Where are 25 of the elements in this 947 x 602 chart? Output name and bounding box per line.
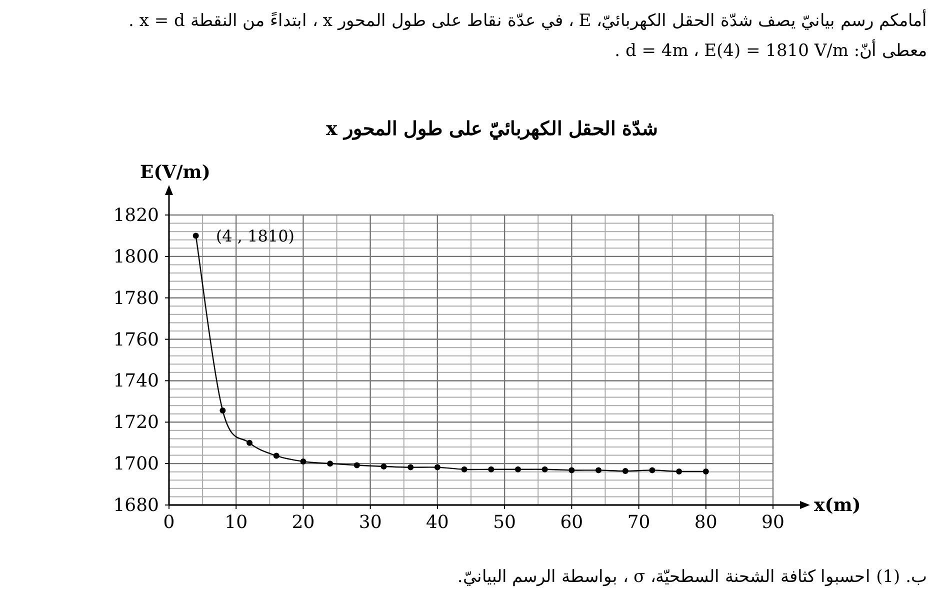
annotation: (4 , 1810)	[216, 226, 294, 246]
x-tick-label: 80	[694, 512, 718, 533]
y-tick-label: 1680	[113, 495, 159, 516]
annotation: معطى أنّ: d = 4m ، E(4) = 1810 V/m .	[614, 38, 927, 63]
x-axis-title: x(m)	[814, 495, 861, 516]
annotation: أمامكم رسم بيانيّ يصف شدّة الحقل الكهربائيّ، E ، في عدّة نقاط على طول المحور x ، ابتداءً من النقطة x = d .	[128, 8, 927, 33]
x-tick-label: 60	[560, 512, 584, 533]
y-tick-label: 1760	[113, 329, 159, 350]
y-tick-label: 1700	[113, 454, 159, 475]
y-tick-label: 1780	[113, 288, 159, 309]
x-tick-label: 10	[224, 512, 248, 533]
y-tick-label: 1740	[113, 370, 159, 392]
x-tick-label: 90	[762, 512, 784, 533]
x-tick-label: 70	[627, 512, 650, 533]
annotation: ب. (1) احسبوا كثافة الشحنة السطحيّة، σ ، بواسطة الرسم البيانيّ.	[456, 566, 927, 587]
y-tick-label: 1820	[113, 205, 159, 226]
x-tick-label: 50	[493, 512, 516, 533]
x-tick-label: 30	[358, 512, 382, 533]
x-tick-label: 20	[292, 512, 315, 533]
y-tick-label: 1800	[113, 246, 159, 268]
x-tick-label: 0	[163, 512, 175, 533]
chart-title: شدّة الحقل الكهربائيّ على طول المحور x	[326, 118, 658, 141]
x-tick-label: 40	[426, 512, 449, 533]
y-tick-label: 1720	[113, 412, 159, 434]
y-axis-title: E(V/m)	[140, 162, 210, 183]
